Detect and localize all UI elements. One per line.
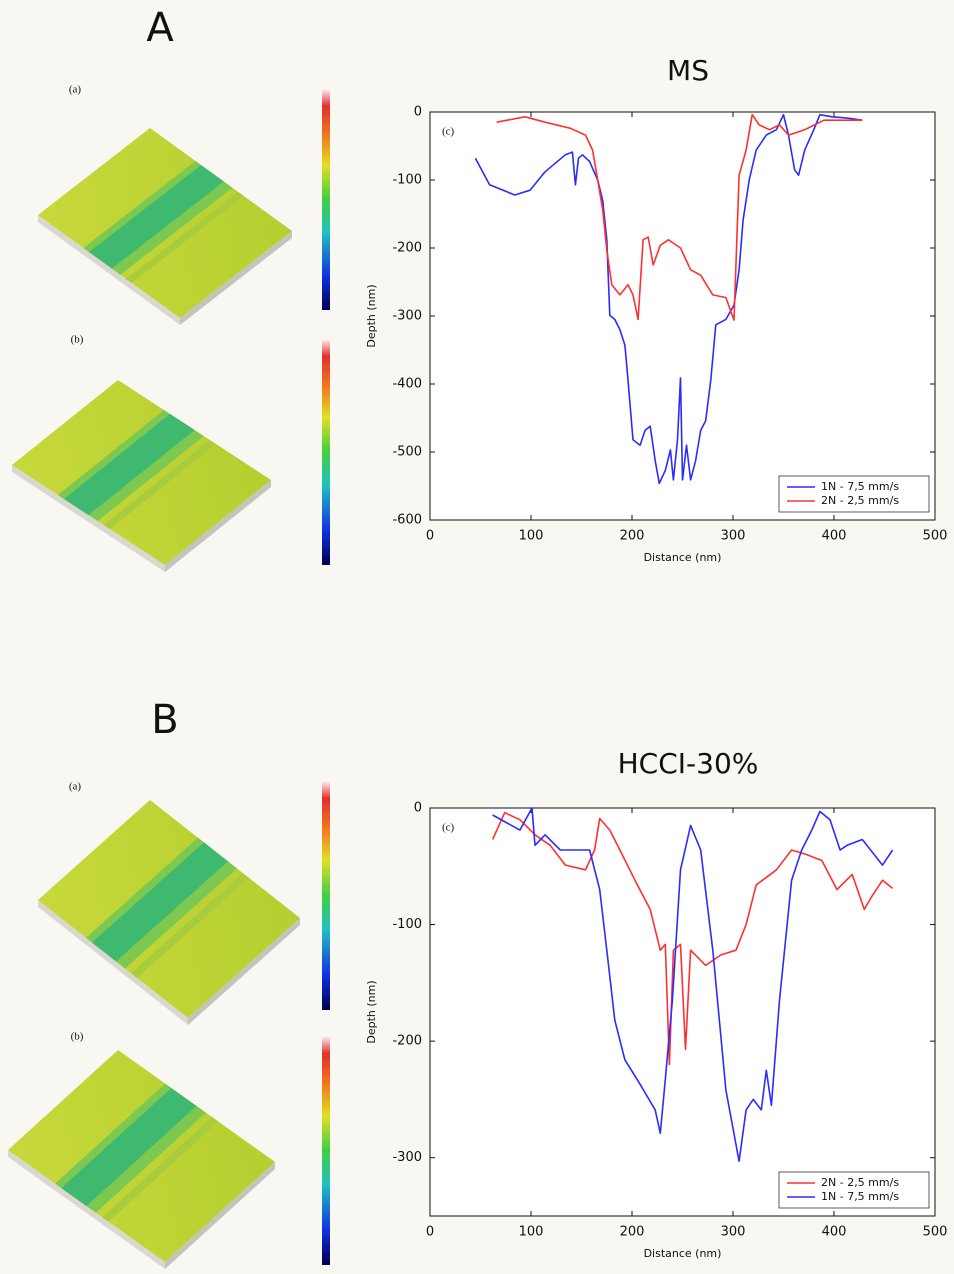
panel-label: (c) bbox=[442, 126, 455, 138]
x-tick-label: 100 bbox=[519, 529, 544, 544]
y-tick-label: -200 bbox=[392, 1034, 422, 1049]
data-line bbox=[492, 807, 894, 1162]
chart-title: MS bbox=[667, 54, 709, 87]
color-bar bbox=[322, 780, 330, 1010]
x-axis-label: Distance (nm) bbox=[644, 551, 722, 564]
x-tick-label: 300 bbox=[721, 529, 746, 544]
y-tick-label: -400 bbox=[392, 377, 422, 392]
groove bbox=[89, 165, 224, 269]
afm-surface bbox=[38, 800, 300, 1018]
afm-surface bbox=[12, 380, 271, 565]
color-bar bbox=[322, 338, 330, 565]
y-axis-label: Depth (nm) bbox=[365, 284, 378, 347]
x-tick-label: 400 bbox=[822, 529, 847, 544]
groove bbox=[92, 842, 229, 962]
legend-label: 2N - 2,5 mm/s bbox=[821, 494, 899, 507]
groove-ridge bbox=[131, 873, 250, 978]
y-tick-label: -100 bbox=[392, 173, 422, 188]
afm-surface bbox=[38, 128, 292, 318]
x-tick-label: 500 bbox=[923, 1225, 948, 1240]
x-tick-label: 0 bbox=[426, 1225, 434, 1240]
x-tick-label: 100 bbox=[519, 1225, 544, 1240]
x-tick-label: 200 bbox=[620, 1225, 645, 1240]
sample-side bbox=[8, 1150, 165, 1269]
legend-label: 1N - 7,5 mm/s bbox=[821, 1190, 899, 1203]
sample-side bbox=[180, 231, 292, 325]
sample-side bbox=[38, 900, 188, 1025]
data-line bbox=[496, 113, 863, 321]
legend-label: 2N - 2,5 mm/s bbox=[821, 1176, 899, 1189]
panel-label: A bbox=[146, 5, 174, 51]
legend-box bbox=[778, 1171, 930, 1209]
y-tick-label: -500 bbox=[392, 445, 422, 460]
plot-frame bbox=[429, 807, 936, 1217]
afm-surface bbox=[8, 1050, 275, 1262]
groove bbox=[64, 413, 195, 515]
x-tick-label: 400 bbox=[822, 1225, 847, 1240]
chart-title: HCCI-30% bbox=[618, 747, 759, 780]
sample-side bbox=[165, 1162, 275, 1269]
y-tick-label: -300 bbox=[392, 309, 422, 324]
legend-box bbox=[778, 475, 930, 513]
x-tick-label: 500 bbox=[923, 529, 948, 544]
x-tick-label: 0 bbox=[426, 529, 434, 544]
y-tick-label: -600 bbox=[392, 513, 422, 528]
legend-label: 1N - 7,5 mm/s bbox=[821, 480, 899, 493]
groove bbox=[61, 1088, 197, 1206]
x-tick-label: 200 bbox=[620, 529, 645, 544]
data-line bbox=[491, 811, 894, 1066]
panel-label: B bbox=[151, 697, 178, 743]
image-label: (b) bbox=[71, 1031, 84, 1043]
y-tick-label: 0 bbox=[414, 801, 422, 816]
sample-side bbox=[12, 465, 165, 572]
x-tick-label: 300 bbox=[721, 1225, 746, 1240]
image-label: (b) bbox=[71, 334, 84, 346]
sample-side bbox=[188, 918, 300, 1025]
y-axis-label: Depth (nm) bbox=[365, 980, 378, 1043]
y-tick-label: -100 bbox=[392, 917, 422, 932]
panel-label: (c) bbox=[442, 822, 455, 834]
color-bar bbox=[322, 1035, 330, 1265]
image-label: (a) bbox=[69, 781, 82, 793]
data-line bbox=[474, 113, 863, 485]
x-axis-label: Distance (nm) bbox=[644, 1247, 722, 1260]
color-bar bbox=[322, 88, 330, 310]
y-tick-label: 0 bbox=[414, 105, 422, 120]
y-tick-label: -200 bbox=[392, 241, 422, 256]
groove-ridge bbox=[102, 1117, 219, 1222]
sample-side bbox=[38, 215, 180, 325]
groove-ridge bbox=[103, 440, 216, 530]
sample-side bbox=[165, 480, 271, 572]
y-tick-label: -300 bbox=[392, 1150, 422, 1165]
groove-ridge bbox=[126, 191, 244, 283]
image-label: (a) bbox=[69, 84, 82, 96]
